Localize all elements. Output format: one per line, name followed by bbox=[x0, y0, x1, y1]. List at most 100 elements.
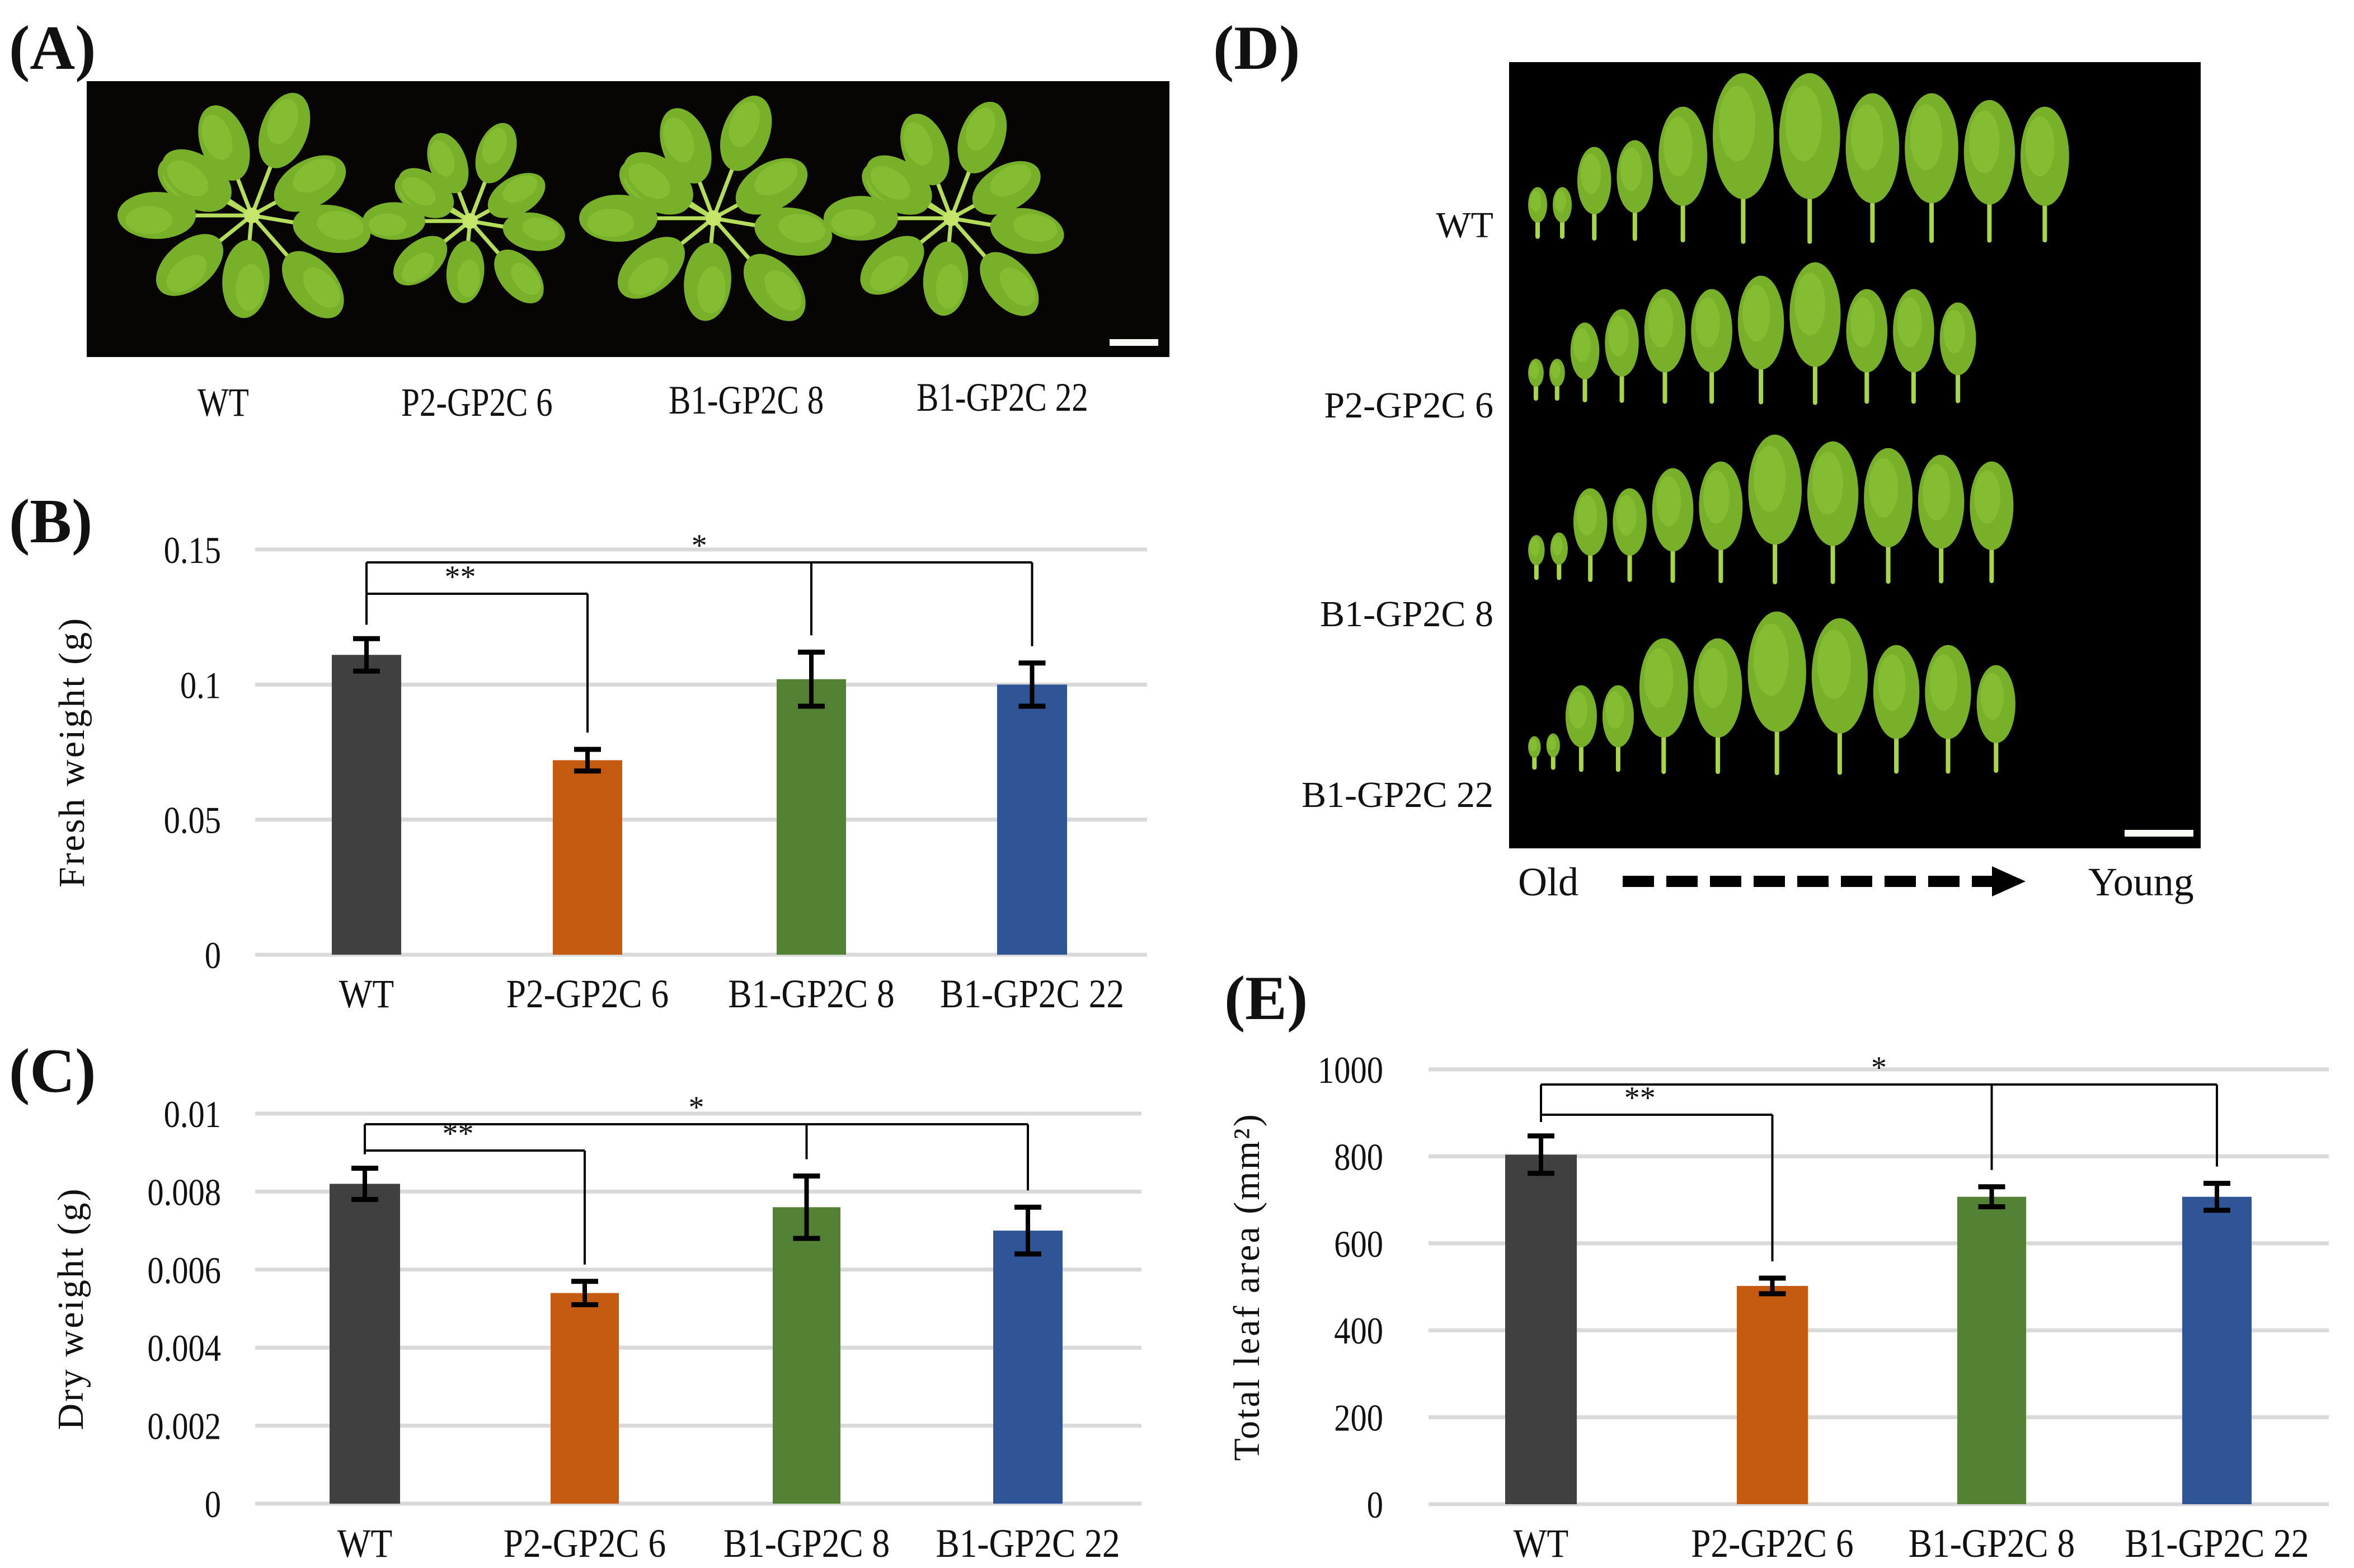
rosette-leaf bbox=[281, 251, 344, 318]
detached-leaf bbox=[1845, 93, 1900, 243]
dry-weight-chart: 0 0.002 0.004 0.006 0.008 0.01 Dry weight (g) W… bbox=[50, 1090, 1141, 1566]
detached-leaf bbox=[1893, 289, 1934, 404]
leaf-highlight bbox=[166, 255, 207, 293]
rosette-leaf bbox=[957, 101, 1007, 173]
leaf-highlight bbox=[1929, 654, 1957, 711]
leaf-highlight bbox=[1581, 153, 1601, 194]
x-category-label: B1-GP2C 22 bbox=[2125, 1521, 2309, 1566]
leaf-highlight bbox=[522, 217, 560, 241]
detached-leaf bbox=[1528, 535, 1545, 580]
leaf-highlight bbox=[1878, 654, 1906, 711]
rosette-leaf bbox=[743, 253, 806, 321]
leaf-highlight bbox=[1897, 297, 1922, 348]
leaf-highlight bbox=[201, 114, 233, 160]
leaf-highlight bbox=[1753, 623, 1789, 696]
detached-leaf bbox=[1737, 275, 1784, 405]
x-category-label: B1-GP2C 8 bbox=[723, 1521, 890, 1566]
leaf-highlight bbox=[369, 213, 407, 236]
leaf-highlight bbox=[1663, 116, 1693, 176]
rosette-leaf bbox=[860, 236, 924, 295]
detached-leaf bbox=[1550, 532, 1568, 580]
row-label-b1-gp2c-22: B1-GP2C 22 bbox=[1301, 774, 1493, 815]
leaf-highlight bbox=[1974, 470, 2000, 524]
x-category-label: WT bbox=[337, 1521, 392, 1566]
significance-label: ** bbox=[443, 1116, 474, 1151]
rosette-center bbox=[706, 210, 721, 226]
leaf-highlight bbox=[1608, 316, 1629, 356]
detached-leaf bbox=[1713, 73, 1774, 244]
leaf-highlight bbox=[754, 161, 798, 196]
leaf-highlight bbox=[1943, 309, 1966, 354]
rosette-leaf bbox=[363, 202, 425, 240]
dashed-arrow-right-icon bbox=[1623, 866, 2026, 896]
panel-label-d: (D) bbox=[1213, 13, 1300, 83]
leaf-highlight bbox=[1698, 648, 1728, 708]
y-axis-title: Fresh weight (g) bbox=[51, 617, 92, 888]
row-label-p2-gp2c-6: P2-GP2C 6 bbox=[1324, 385, 1493, 426]
detached-leaf bbox=[1549, 359, 1565, 401]
rosette-leaf bbox=[446, 240, 485, 303]
detached-leaf bbox=[1789, 262, 1841, 405]
leaf-highlight bbox=[1568, 691, 1588, 729]
leaf-highlight bbox=[697, 266, 726, 314]
leaf-highlight bbox=[236, 264, 265, 311]
rosette-leaf bbox=[735, 158, 808, 215]
detached-leaf bbox=[1939, 302, 1976, 403]
leaf-highlight bbox=[1742, 285, 1770, 342]
rosette-photo bbox=[87, 81, 1169, 357]
y-tick-label: 600 bbox=[1334, 1223, 1383, 1265]
y-tick-label: 0.008 bbox=[147, 1171, 221, 1213]
rosette-leaf bbox=[720, 95, 772, 171]
leaf-highlight bbox=[1620, 147, 1642, 191]
genotype-label-b1-gp2c-22: B1-GP2C 22 bbox=[917, 375, 1088, 420]
bar bbox=[993, 1231, 1063, 1504]
detached-leaf bbox=[1699, 461, 1743, 584]
detached-leaf bbox=[1976, 665, 2015, 773]
bar bbox=[777, 679, 846, 955]
y-tick-label: 0 bbox=[205, 1483, 221, 1525]
x-category-label: P2-GP2C 6 bbox=[504, 1521, 666, 1566]
bar bbox=[2182, 1196, 2252, 1504]
panel-label-e: (E) bbox=[1224, 964, 1308, 1033]
leaf-highlight bbox=[999, 267, 1036, 306]
leaf-highlight bbox=[1529, 738, 1537, 752]
bar bbox=[1957, 1196, 2026, 1504]
leaf-highlight bbox=[1910, 104, 1943, 171]
rosette-leaf bbox=[494, 249, 544, 304]
x-category-label: B1-GP2C 8 bbox=[1909, 1521, 2075, 1566]
detached-leaf bbox=[1963, 100, 2015, 243]
panel-label-a: (A) bbox=[9, 13, 96, 83]
y-tick-label: 0.004 bbox=[147, 1327, 221, 1369]
bar bbox=[551, 1293, 619, 1504]
leaf-highlight bbox=[2025, 116, 2055, 176]
rosette-leaf bbox=[866, 155, 932, 212]
leaf-highlight bbox=[1868, 458, 1898, 518]
leaf-highlight bbox=[1656, 476, 1681, 527]
y-tick-label: 0.002 bbox=[147, 1405, 221, 1447]
detached-leaf bbox=[1644, 289, 1686, 404]
leaf-highlight bbox=[402, 177, 436, 206]
x-category-label: B1-GP2C 22 bbox=[940, 971, 1124, 1016]
scale-bar-d bbox=[2125, 830, 2193, 837]
leaf-highlight bbox=[1695, 297, 1720, 348]
leaf-highlight bbox=[764, 270, 802, 311]
panel-label-b: (B) bbox=[9, 487, 93, 556]
detached-leaf bbox=[1546, 733, 1560, 770]
rosette-center bbox=[244, 208, 260, 223]
leaf-highlight bbox=[430, 140, 455, 177]
detached-leaf bbox=[1747, 611, 1806, 776]
genotype-label-wt: WT bbox=[198, 380, 249, 425]
y-axis-title: Total leaf area (mm²) bbox=[1227, 1112, 1267, 1461]
rosette-center bbox=[462, 213, 478, 229]
leaf-highlight bbox=[1616, 495, 1637, 536]
leaf-highlight bbox=[511, 262, 541, 295]
detached-leaf bbox=[1613, 488, 1647, 582]
y-tick-label: 0.01 bbox=[164, 1093, 221, 1135]
leaf-highlight bbox=[167, 160, 209, 196]
leaf-highlight bbox=[1648, 297, 1674, 348]
leaf-highlight bbox=[317, 211, 364, 240]
rosette-leaf bbox=[972, 161, 1041, 215]
leaf-highlight bbox=[293, 158, 336, 193]
y-tick-label: 0.15 bbox=[164, 529, 221, 571]
leaf-highlight bbox=[587, 209, 634, 237]
